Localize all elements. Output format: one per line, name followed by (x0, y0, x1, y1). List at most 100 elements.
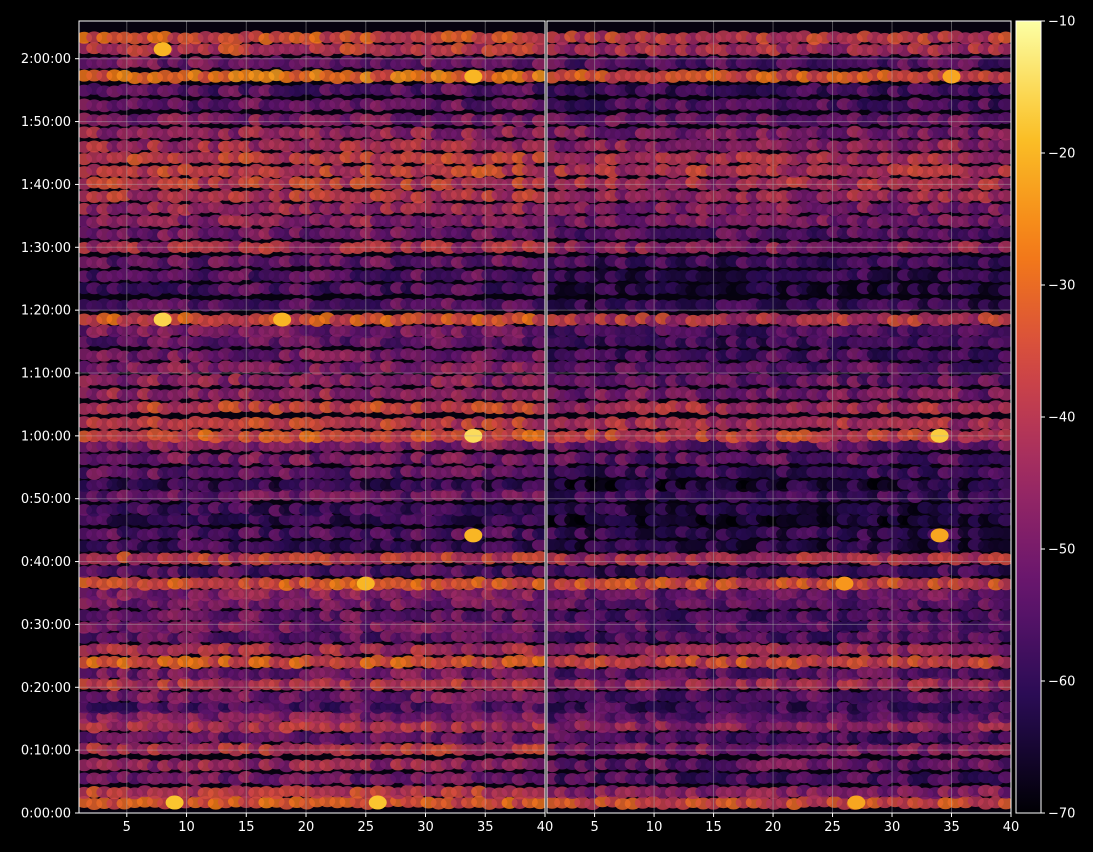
heatmap-band (79, 30, 545, 46)
heatmap-band (79, 97, 545, 113)
heatmap-band (79, 281, 545, 297)
heatmap-cell (997, 527, 1011, 540)
heatmap-band (79, 795, 545, 811)
heatmap-cell (531, 114, 545, 127)
heatmap-hotspot (464, 69, 483, 84)
heatmap-band (79, 415, 545, 431)
heatmap-cell (997, 335, 1011, 348)
heatmap-band (79, 347, 545, 363)
heatmap-band (547, 699, 1011, 715)
heatmap-cell (997, 701, 1011, 714)
heatmap-band (79, 576, 545, 591)
heatmap-cell (531, 191, 545, 204)
heatmap-cell (531, 166, 545, 179)
heatmap-band (79, 254, 545, 270)
heatmap-cell (997, 350, 1011, 363)
heatmap-cell (531, 151, 545, 164)
heatmap-band (79, 386, 545, 402)
heatmap-band (547, 428, 1011, 444)
heatmap-band (79, 360, 545, 376)
heatmap-cell (531, 551, 545, 564)
heatmap-cell (531, 241, 545, 254)
heatmap-cell (531, 313, 545, 326)
heatmap-cell (997, 326, 1011, 339)
heatmap-band (79, 741, 545, 757)
heatmap-cell (997, 668, 1011, 681)
heatmap-band (547, 360, 1011, 376)
heatmap-band (547, 757, 1011, 773)
heatmap-band (547, 730, 1011, 746)
heatmap-cell (531, 742, 545, 755)
heatmap-band (547, 642, 1011, 657)
heatmap-band (547, 415, 1011, 431)
heatmap-band (79, 112, 545, 127)
heatmap-band (547, 538, 1011, 554)
heatmap-cell (531, 33, 545, 46)
heatmap-band (79, 213, 545, 229)
heatmap-cell (531, 619, 545, 632)
heatmap-cell (997, 514, 1011, 527)
heatmap-cell (997, 478, 1011, 491)
heatmap-band (79, 654, 545, 670)
heatmap-band (79, 226, 545, 242)
heatmap-cell (531, 336, 545, 349)
heatmap-band (79, 175, 545, 191)
heatmap-band (547, 281, 1011, 297)
heatmap-band (547, 576, 1011, 591)
heatmap-cells-right (547, 30, 1011, 810)
heatmap-band (79, 451, 545, 467)
heatmap-cell (531, 57, 545, 70)
heatmap-band (79, 400, 545, 416)
heatmap-band (547, 312, 1011, 327)
heatmap-cell (997, 757, 1011, 770)
heatmap-cell (997, 374, 1011, 387)
heatmap-cell (997, 454, 1011, 467)
heatmap-band (79, 586, 545, 602)
heatmap-cell (997, 388, 1011, 401)
heatmap-cell (531, 631, 545, 644)
heatmap-cell (531, 466, 545, 479)
heatmap-band (547, 666, 1011, 682)
heatmap-cell (531, 565, 545, 578)
heatmap-cell (997, 619, 1011, 632)
heatmap-band (79, 676, 545, 692)
heatmap-band (547, 654, 1011, 670)
heatmap-band (79, 372, 545, 388)
heatmap-cell (997, 609, 1011, 622)
heatmap-band (547, 437, 1011, 453)
heatmap-band (79, 642, 545, 658)
heatmap-cell (997, 743, 1011, 756)
heatmap-cell (997, 488, 1011, 501)
heatmap-cell (531, 489, 545, 502)
heatmap-panel-left (78, 20, 546, 814)
heatmap-band (547, 689, 1011, 705)
heatmap-band (79, 563, 545, 579)
heatmap-cell (997, 401, 1011, 414)
heatmap-cell (531, 214, 545, 227)
heatmap-cell (531, 362, 545, 375)
heatmap-cell (531, 692, 545, 705)
heatmap-band (547, 563, 1011, 579)
heatmap-cell (531, 711, 545, 724)
heatmap-band (79, 334, 545, 350)
heatmap-band (547, 619, 1011, 634)
heatmap-cell (531, 598, 545, 611)
heatmap-cell (531, 479, 545, 492)
heatmap-cell (531, 773, 545, 786)
heatmap-cell (997, 466, 1011, 479)
heatmap-band (79, 69, 545, 85)
heatmap-cell (531, 666, 545, 679)
heatmap-hotspot (153, 312, 172, 327)
heatmap-cell (531, 644, 545, 657)
heatmap-cell (997, 298, 1011, 311)
heatmap-cell (531, 298, 545, 311)
heatmap-cell (531, 654, 545, 667)
heatmap-cell (997, 678, 1011, 691)
heatmap-cell (997, 439, 1011, 452)
heatmap-band (79, 477, 545, 493)
heatmap-hotspot (356, 576, 375, 591)
heatmap-cell (531, 257, 545, 270)
heatmap-band (79, 699, 545, 715)
heatmap-band (79, 608, 545, 624)
